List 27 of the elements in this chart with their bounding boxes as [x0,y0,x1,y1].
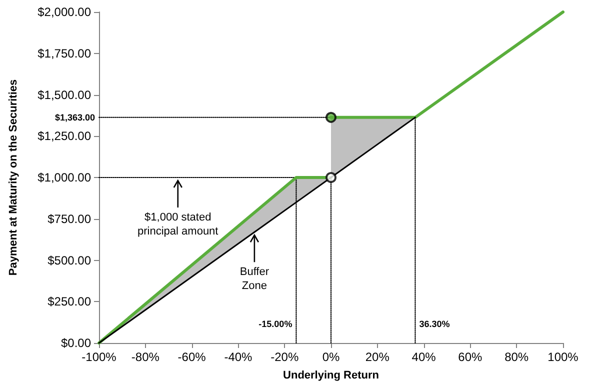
y-tick-label: $750.00 [48,212,92,226]
y-tick-label: $500.00 [48,253,92,268]
x-tick-label: -20% [270,350,299,364]
y-tick-label: $250.00 [48,294,92,309]
x-axis-title: Underlying Return [283,370,380,382]
y-tick-label: $1,000.00 [38,170,92,184]
x-tick-label: -40% [224,350,253,364]
x-tick-label: 80% [504,350,529,364]
x-tick-label: 40% [412,350,436,364]
x-tick-label: -60% [178,350,206,364]
y-axis-title: Payment at Maturity on the Securities [8,79,20,276]
annotation: 36.30% [419,319,450,329]
y-tick-label: $1,500.00 [38,88,92,102]
y-tick-label: $0.00 [60,336,92,350]
annotation: $1,363.00 [54,112,95,122]
y-tick-label: $2,000.00 [38,5,92,19]
x-tick-label: -80% [131,350,160,364]
x-tick-label: 20% [365,350,390,364]
y-tick-label: $1,750.00 [38,46,92,60]
x-tick-label: -100% [82,350,117,364]
annotation: Buffer Zone [240,266,270,292]
y-tick-label: $1,250.00 [38,129,92,144]
annotation: -15.00% [258,319,292,329]
annotation: $1,000 stated principal amount [138,212,218,238]
x-tick-label: 100% [548,350,579,364]
x-tick-label: 0% [322,350,340,364]
x-tick-label: 60% [458,350,483,364]
